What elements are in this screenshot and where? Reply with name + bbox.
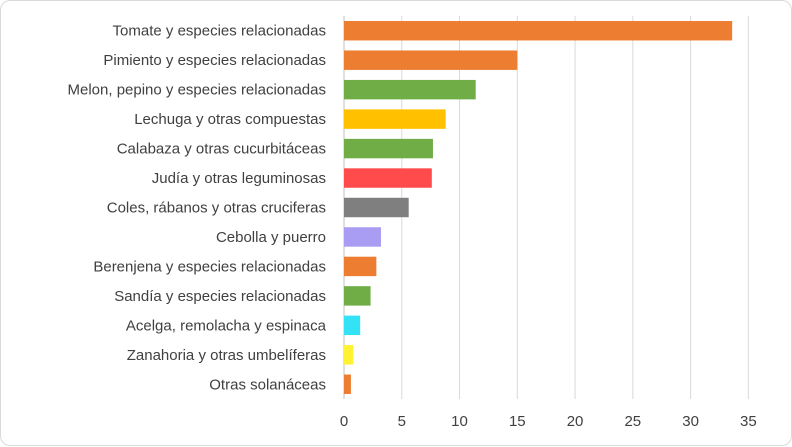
category-label: Acelga, remolacha y espinaca [126, 317, 327, 334]
category-label: Zanahoria y otras umbelíferas [127, 347, 326, 364]
bar [344, 109, 446, 129]
x-tick-label: 15 [509, 413, 526, 430]
bar [344, 21, 733, 41]
category-labels: Tomate y especies relacionadas Pimiento y… [68, 23, 327, 394]
category-label: Sandía y especies relacionadas [114, 288, 326, 305]
category-label: Otras solanáceas [209, 376, 326, 393]
bar [344, 315, 361, 336]
x-tick-label: 5 [398, 413, 406, 430]
grid [343, 16, 749, 399]
category-label: Tomate y especies relacionadas [113, 23, 326, 40]
bar [344, 50, 518, 70]
x-tick-label: 10 [451, 413, 468, 430]
x-tick-label: 0 [340, 413, 348, 430]
bar [344, 168, 432, 188]
category-label: Cebolla y puerro [216, 229, 326, 246]
category-label: Lechuga y otras compuestas [134, 111, 326, 128]
bar [344, 197, 409, 218]
category-label: Judía y otras leguminosas [152, 170, 326, 187]
category-label: Berenjena y especies relacionadas [93, 258, 326, 275]
category-label: Melon, pepino y especies relacionadas [68, 82, 327, 99]
bar [344, 256, 377, 277]
bar [344, 138, 433, 159]
category-label: Coles, rábanos y otras cruciferas [107, 200, 326, 217]
bar [344, 345, 354, 365]
x-tick-label: 25 [624, 413, 641, 430]
bar [344, 227, 381, 247]
x-axis-ticks: 0 5 10 15 20 25 30 35 [340, 413, 757, 430]
bar [344, 286, 371, 306]
bar [344, 79, 476, 100]
x-tick-label: 35 [740, 413, 757, 430]
category-label: Calabaza y otras cucurbitáceas [117, 141, 326, 158]
category-label: Pimiento y especies relacionadas [103, 52, 326, 69]
bar [344, 374, 351, 394]
x-tick-label: 20 [567, 413, 584, 430]
x-tick-label: 30 [682, 413, 699, 430]
bars [344, 21, 733, 394]
